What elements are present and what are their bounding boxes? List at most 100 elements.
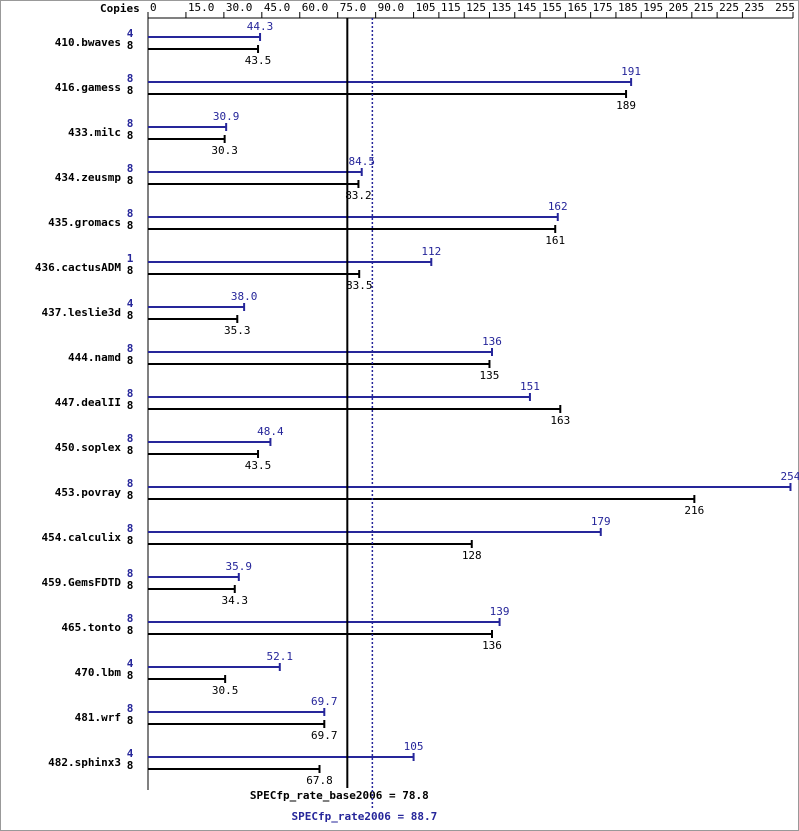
copies-label: 8 bbox=[127, 174, 134, 187]
x-tick-label: 125 bbox=[466, 1, 486, 14]
value-label: 161 bbox=[545, 234, 565, 247]
copies-label: 8 bbox=[127, 702, 134, 715]
value-label: 189 bbox=[616, 99, 636, 112]
copies-label: 8 bbox=[127, 264, 134, 277]
value-label: 83.2 bbox=[345, 189, 372, 202]
x-tick-label: 225 bbox=[719, 1, 739, 14]
value-label: 112 bbox=[421, 245, 441, 258]
x-tick-label: 75.0 bbox=[340, 1, 367, 14]
value-label: 135 bbox=[480, 369, 500, 382]
copies-label: 8 bbox=[127, 522, 134, 535]
x-tick-label: 15.0 bbox=[188, 1, 215, 14]
category-label: 416.gamess bbox=[55, 81, 121, 94]
copies-label: 8 bbox=[127, 759, 134, 772]
copies-label: 8 bbox=[127, 399, 134, 412]
category-label: 465.tonto bbox=[61, 621, 121, 634]
copies-label: 4 bbox=[127, 747, 134, 760]
copies-label: 8 bbox=[127, 387, 134, 400]
copies-label: 8 bbox=[127, 579, 134, 592]
copies-label: 8 bbox=[127, 612, 134, 625]
category-label: 481.wrf bbox=[75, 711, 121, 724]
category-label: 470.lbm bbox=[75, 666, 122, 679]
value-label: 69.7 bbox=[311, 729, 338, 742]
copies-label: 8 bbox=[127, 84, 134, 97]
x-tick-label: 90.0 bbox=[378, 1, 405, 14]
copies-label: 8 bbox=[127, 129, 134, 142]
category-label: 436.cactusADM bbox=[35, 261, 121, 274]
x-tick-label: 255 bbox=[775, 1, 795, 14]
x-tick-label: 135 bbox=[491, 1, 511, 14]
value-label: 43.5 bbox=[245, 54, 272, 67]
category-label: 433.milc bbox=[68, 126, 121, 139]
value-label: 136 bbox=[482, 639, 502, 652]
x-tick-label: 0 bbox=[150, 1, 157, 14]
category-label: 447.dealII bbox=[55, 396, 121, 409]
copies-label: 8 bbox=[127, 669, 134, 682]
copies-label: 8 bbox=[127, 432, 134, 445]
value-label: 69.7 bbox=[311, 695, 338, 708]
copies-label: 8 bbox=[127, 534, 134, 547]
value-label: 30.9 bbox=[213, 110, 240, 123]
value-label: 163 bbox=[550, 414, 570, 427]
category-label: 459.GemsFDTD bbox=[42, 576, 122, 589]
category-label: 450.soplex bbox=[55, 441, 122, 454]
value-label: 105 bbox=[404, 740, 424, 753]
value-label: 30.5 bbox=[212, 684, 239, 697]
value-label: 84.5 bbox=[348, 155, 375, 168]
copies-label: 8 bbox=[127, 72, 134, 85]
copies-label: 8 bbox=[127, 207, 134, 220]
category-label: 437.leslie3d bbox=[42, 306, 121, 319]
value-label: 162 bbox=[548, 200, 568, 213]
copies-label: 8 bbox=[127, 354, 134, 367]
category-label: 435.gromacs bbox=[48, 216, 121, 229]
value-label: 179 bbox=[591, 515, 611, 528]
category-label: 434.zeusmp bbox=[55, 171, 122, 184]
value-label: 38.0 bbox=[231, 290, 258, 303]
value-label: 34.3 bbox=[222, 594, 249, 607]
copies-label: 8 bbox=[127, 39, 134, 52]
value-label: 216 bbox=[684, 504, 704, 517]
value-label: 254 bbox=[781, 470, 799, 483]
value-label: 35.3 bbox=[224, 324, 251, 337]
copies-label: 8 bbox=[127, 219, 134, 232]
value-label: 35.9 bbox=[226, 560, 253, 573]
copies-label: 8 bbox=[127, 489, 134, 502]
x-tick-label: 215 bbox=[694, 1, 714, 14]
reference-label: SPECfp_rate2006 = 88.7 bbox=[292, 810, 438, 823]
x-tick-label: 235 bbox=[744, 1, 764, 14]
x-tick-label: 60.0 bbox=[302, 1, 329, 14]
category-label: 454.calculix bbox=[42, 531, 122, 544]
x-tick-label: 165 bbox=[567, 1, 587, 14]
copies-label: 8 bbox=[127, 567, 134, 580]
x-tick-label: 195 bbox=[643, 1, 663, 14]
category-label: 453.povray bbox=[55, 486, 122, 499]
reference-label: SPECfp_rate_base2006 = 78.8 bbox=[250, 789, 429, 802]
category-label: 444.namd bbox=[68, 351, 121, 364]
copies-label: 8 bbox=[127, 162, 134, 175]
value-label: 52.1 bbox=[267, 650, 294, 663]
x-tick-label: 30.0 bbox=[226, 1, 253, 14]
value-label: 30.3 bbox=[211, 144, 238, 157]
value-label: 67.8 bbox=[306, 774, 333, 787]
copies-label: 8 bbox=[127, 624, 134, 637]
value-label: 83.5 bbox=[346, 279, 373, 292]
category-label: 482.sphinx3 bbox=[48, 756, 121, 769]
copies-label: 4 bbox=[127, 297, 134, 310]
value-label: 44.3 bbox=[247, 20, 274, 33]
value-label: 43.5 bbox=[245, 459, 272, 472]
copies-label: 8 bbox=[127, 117, 134, 130]
copies-label: 8 bbox=[127, 477, 134, 490]
copies-label: 1 bbox=[127, 252, 134, 265]
x-tick-label: 155 bbox=[542, 1, 562, 14]
copies-label: 8 bbox=[127, 309, 134, 322]
value-label: 136 bbox=[482, 335, 502, 348]
value-label: 139 bbox=[490, 605, 510, 618]
x-tick-label: 105 bbox=[416, 1, 436, 14]
copies-label: 4 bbox=[127, 657, 134, 670]
x-tick-label: 45.0 bbox=[264, 1, 291, 14]
x-tick-label: 205 bbox=[669, 1, 689, 14]
x-tick-label: 115 bbox=[441, 1, 461, 14]
value-label: 151 bbox=[520, 380, 540, 393]
copies-label: 4 bbox=[127, 27, 134, 40]
